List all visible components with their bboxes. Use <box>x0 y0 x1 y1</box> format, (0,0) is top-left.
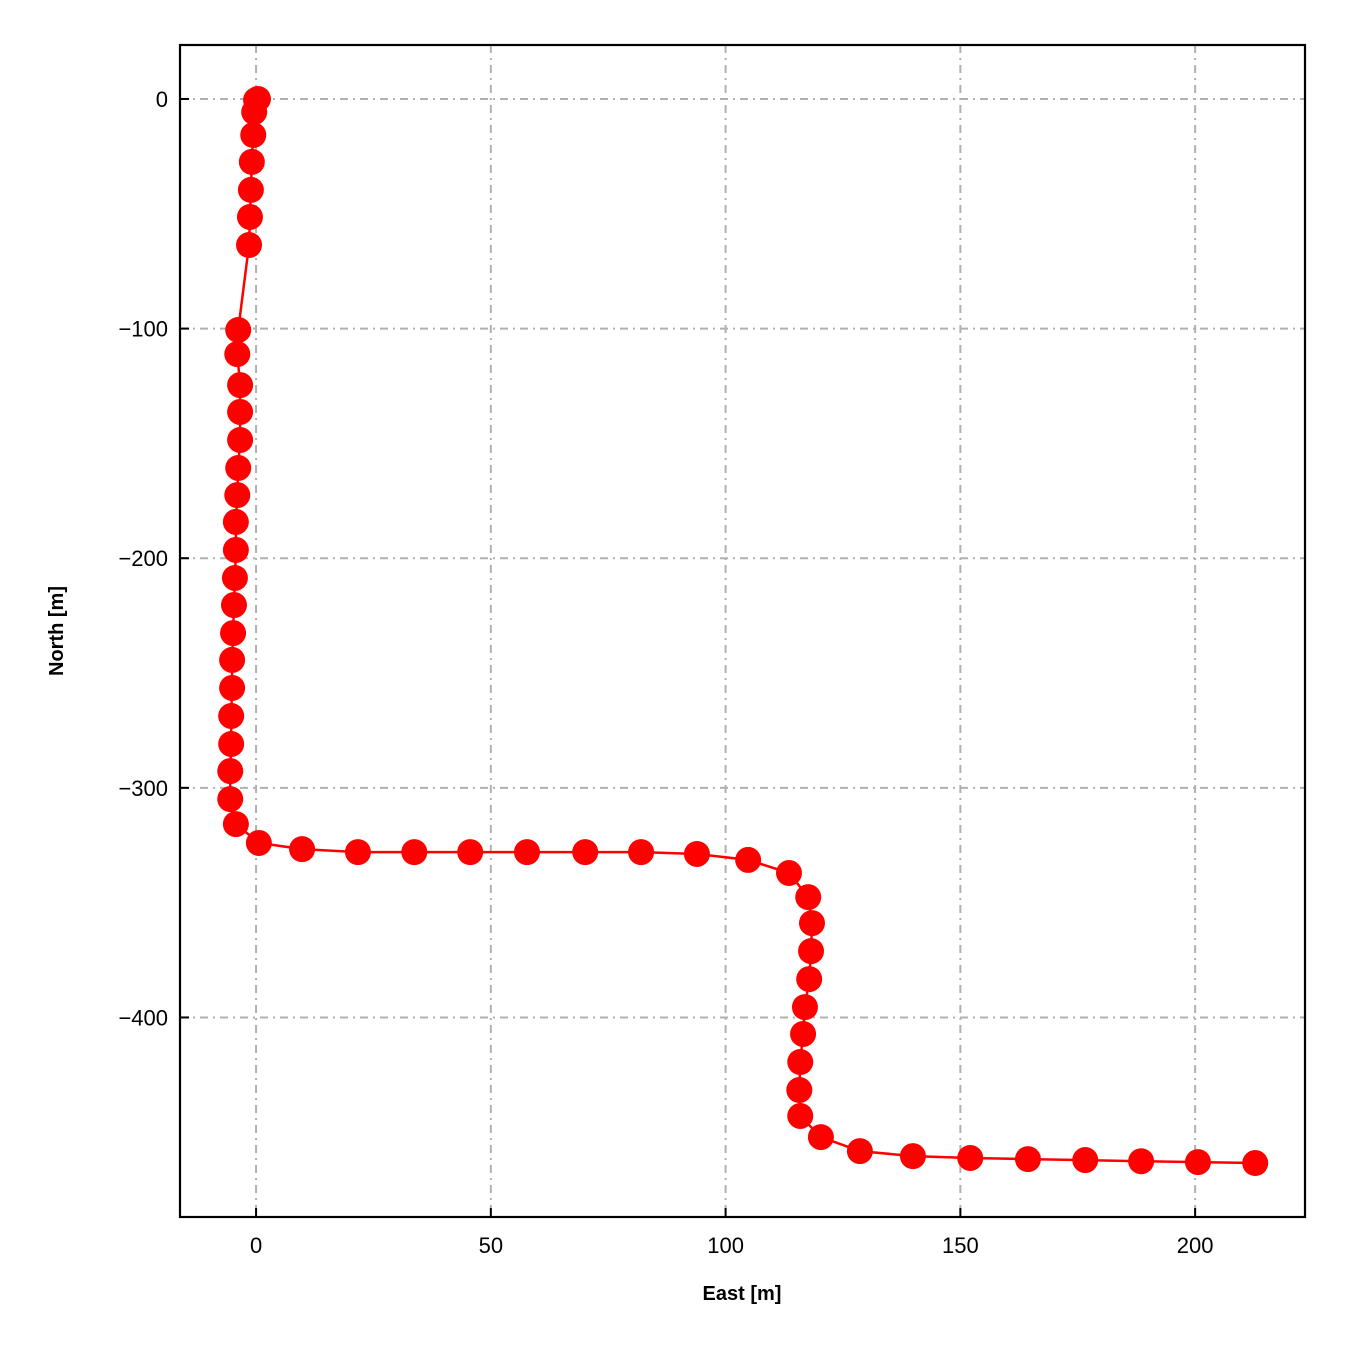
trajectory-point <box>219 646 246 673</box>
trajectory-point <box>225 454 252 481</box>
trajectory-point <box>237 176 264 203</box>
trajectory-point <box>224 482 251 509</box>
y-tick-label: −400 <box>118 1005 168 1030</box>
trajectory-point <box>225 316 252 343</box>
y-tick-label: −300 <box>118 776 168 801</box>
trajectory-point <box>218 702 245 729</box>
trajectory-point <box>798 910 825 937</box>
plot-frame <box>178 43 1307 1219</box>
trajectory-point <box>628 839 655 866</box>
trajectory-point <box>222 536 249 563</box>
trajectory-point <box>401 839 428 866</box>
trajectory-point <box>227 426 254 453</box>
trajectory-point <box>1242 1150 1269 1177</box>
trajectory-point <box>572 839 599 866</box>
trajectory-point <box>846 1138 873 1165</box>
trajectory-point <box>289 836 316 863</box>
trajectory-point <box>899 1143 926 1170</box>
trajectory-point <box>227 398 254 425</box>
y-tick-label: −100 <box>118 317 168 342</box>
trajectory-point <box>238 148 265 175</box>
y-axis-label: North [m] <box>46 586 68 676</box>
trajectory-point <box>735 846 762 873</box>
grid <box>180 45 1305 1217</box>
trajectory-point <box>222 508 249 535</box>
trajectory-point <box>807 1124 834 1151</box>
trajectory-point <box>457 839 484 866</box>
x-tick-label: 150 <box>942 1233 979 1258</box>
ticks: 0 50 100 150 200 0 −100 −200 −300 −400 <box>118 87 1213 1258</box>
trajectory-point <box>219 674 246 701</box>
trajectory-point <box>683 840 710 867</box>
trajectory-point <box>787 1049 814 1076</box>
trajectory-point <box>1184 1149 1211 1176</box>
trajectory-point <box>790 1020 817 1047</box>
trajectory-point <box>221 564 248 591</box>
trajectory-point <box>513 839 540 866</box>
x-tick-label: 0 <box>250 1233 262 1258</box>
y-tick-label: 0 <box>156 87 168 112</box>
x-axis-label: East [m] <box>703 1283 782 1305</box>
trajectory-point <box>245 829 272 856</box>
trajectory-point <box>786 1077 813 1104</box>
trajectory-point <box>217 786 244 813</box>
trajectory-point <box>344 839 371 866</box>
x-tick-label: 50 <box>479 1233 503 1258</box>
x-tick-label: 200 <box>1177 1233 1214 1258</box>
trajectory-point <box>220 592 247 619</box>
trajectory-point <box>227 372 254 399</box>
trajectory-point <box>1128 1148 1155 1175</box>
x-tick-label: 100 <box>707 1233 744 1258</box>
trajectory-point <box>1072 1147 1099 1174</box>
trajectory-point <box>218 730 245 757</box>
trajectory-point <box>241 99 268 126</box>
trajectory-point <box>957 1144 984 1171</box>
trajectory-point <box>236 232 263 259</box>
trajectory-point <box>798 938 825 965</box>
trajectory-line <box>228 97 1256 1165</box>
trajectory-point <box>787 1102 814 1129</box>
trajectory-point <box>236 203 263 230</box>
trajectory-point <box>791 994 818 1021</box>
trajectory-point <box>775 860 802 887</box>
trajectory-point <box>796 966 823 993</box>
trajectory-point <box>240 122 267 149</box>
trajectory-point <box>224 341 251 368</box>
series <box>217 85 1269 1177</box>
trajectory-point <box>1014 1146 1041 1173</box>
trajectory-point <box>217 758 244 785</box>
trajectory-point <box>795 884 822 911</box>
trajectory-point <box>222 811 249 838</box>
y-tick-label: −200 <box>118 546 168 571</box>
trajectory-point <box>220 620 247 647</box>
